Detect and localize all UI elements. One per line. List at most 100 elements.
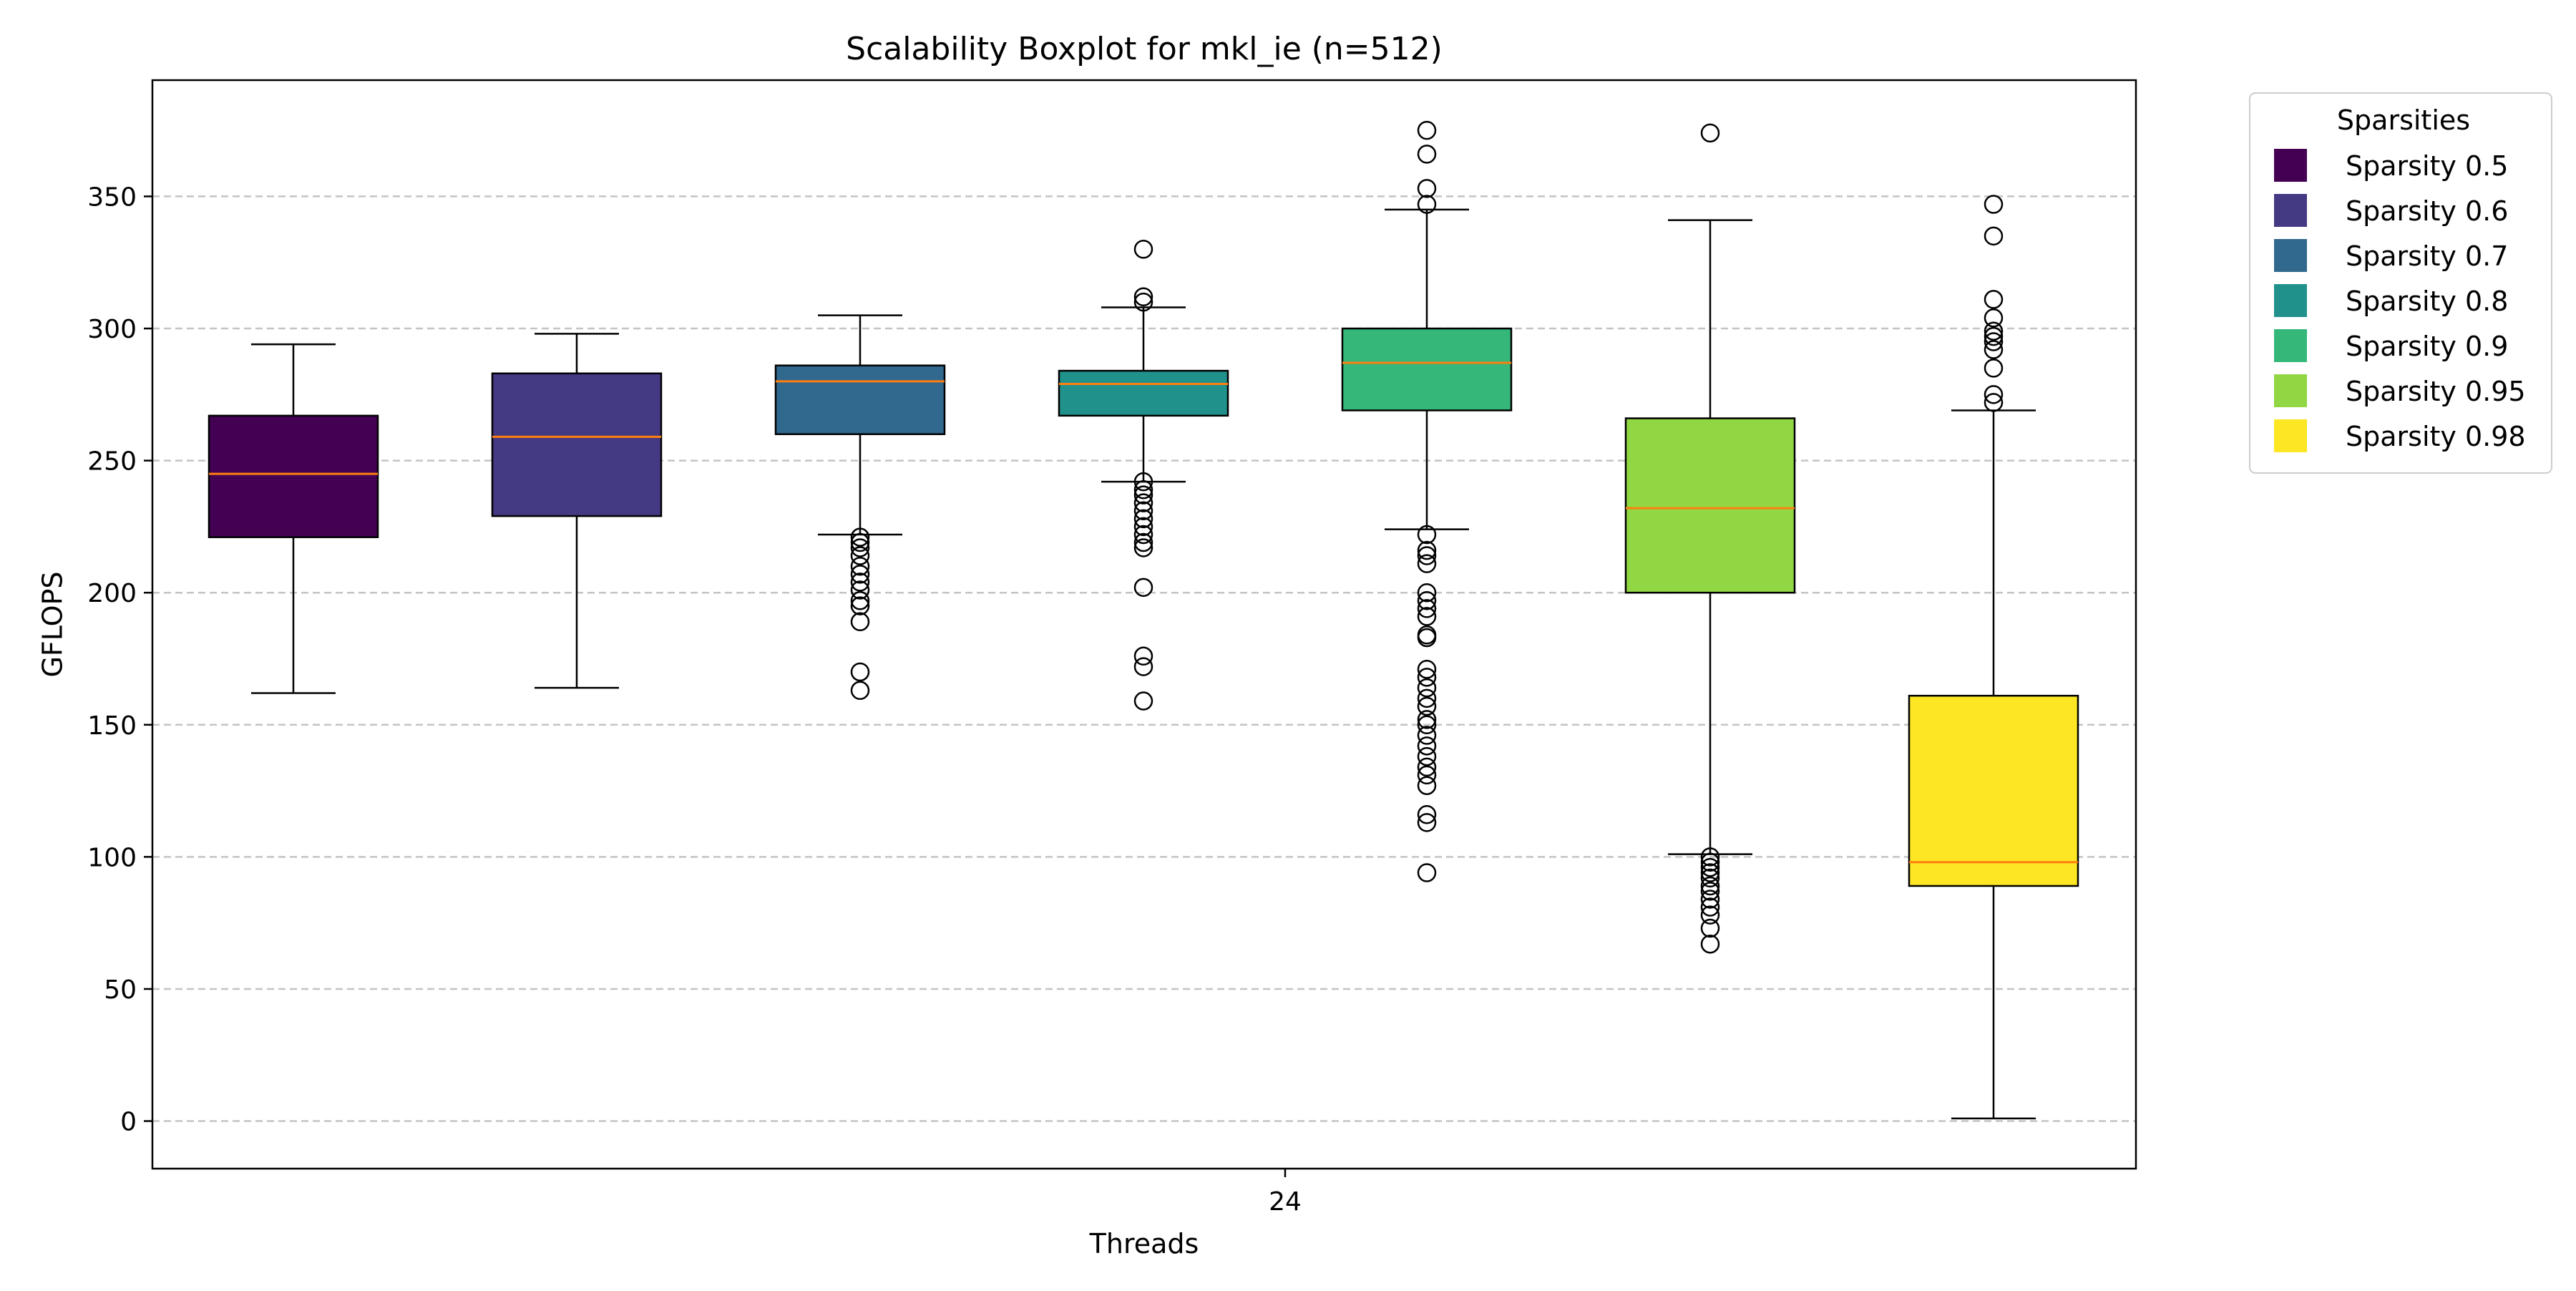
outlier-point [1417,599,1437,618]
outlier-point [1417,591,1437,610]
box-group [491,333,663,689]
outlier-point [1984,385,2004,404]
outlier-point [850,546,870,565]
outlier-point [1700,897,1720,917]
outlier-point [1417,540,1437,560]
x-tick-label: 24 [1269,1187,1302,1217]
y-tick-label: 300 [87,315,137,344]
legend-swatch [2274,419,2307,452]
legend-swatch [2274,329,2307,362]
outlier-point [850,565,870,584]
outlier-point [1417,696,1437,716]
legend-swatch [2274,374,2307,407]
box-iqr [491,372,663,517]
outlier-point [1984,308,2004,328]
outlier-point [1417,660,1437,679]
outlier-point [1417,583,1437,603]
outlier-point [1417,525,1437,545]
legend-items: Sparsity 0.5 Sparsity 0.6 Sparsity 0.7 Spar… [2274,149,2526,452]
outlier-point [1700,868,1720,888]
outlier-point [850,681,870,701]
outlier-point [850,538,870,557]
outlier-point [1417,746,1437,766]
outlier-point [1417,776,1437,795]
box-group [1908,195,2079,1120]
outlier-point [1417,710,1437,729]
outlier-point [850,596,870,615]
outlier-point [1417,120,1437,140]
outlier-point [850,557,870,576]
outlier-point [1700,890,1720,909]
outlier-point [850,573,870,592]
x-axis-label: Threads [1089,1228,1199,1260]
outlier-point [1133,472,1153,492]
outlier-point [1133,657,1153,676]
outlier-point [1417,607,1437,626]
y-tick-label: 200 [87,579,137,608]
y-tick-label: 50 [104,975,137,1005]
outlier-point [1700,857,1720,877]
outlier-point [850,532,870,552]
outlier-point [1417,765,1437,785]
box-iqr [1908,694,2079,887]
box-group [1341,120,1513,882]
outlier-point [1133,501,1153,521]
y-tick-label: 350 [87,182,137,212]
outlier-point [1700,852,1720,872]
outlier-point [1133,538,1153,557]
outlier-point [850,591,870,610]
outlier-point [1417,195,1437,214]
outlier-point [1700,876,1720,896]
y-tick-label: 150 [87,711,137,741]
box-group [1058,240,1229,711]
outlier-point [1417,546,1437,565]
outlier-point [1417,688,1437,708]
legend-swatch [2274,239,2307,272]
outlier-point [1417,668,1437,687]
outlier-point [1417,726,1437,745]
outlier-point [1133,240,1153,259]
outlier-point [850,662,870,682]
outlier-point [1700,847,1720,867]
outlier-point [1984,290,2004,309]
box-group [774,314,946,701]
plot-frame [151,79,2137,1170]
box-iqr [1058,369,1229,417]
box-layer [208,120,2079,1120]
outlier-point [1700,863,1720,882]
outlier-point [1133,479,1153,500]
box-iqr [1341,327,1513,411]
outlier-point [1133,517,1153,537]
tick-layer: 0 50 100 150 200 250 300 350 24 [87,182,1302,1217]
outlier-point [1984,359,2004,378]
legend-swatch [2274,284,2307,317]
y-tick-label: 250 [87,447,137,477]
legend-label: Sparsity 0.95 [2346,376,2526,407]
outlier-point [1984,332,2004,351]
box-iqr [1624,417,1796,594]
outlier-point [1133,691,1153,711]
outlier-point [1417,715,1437,735]
legend-swatch [2274,194,2307,227]
legend-label: Sparsity 0.98 [2346,421,2526,452]
legend-title: Sparsities [2337,104,2470,136]
legend-frame [2249,92,2552,474]
outlier-point [1133,525,1153,545]
y-tick-label: 100 [87,843,137,872]
outlier-point [1417,678,1437,698]
legend-label: Sparsity 0.8 [2346,286,2508,317]
box-group [208,343,379,694]
outlier-point [1133,578,1153,598]
outlier-point [1984,340,2004,359]
outlier-point [1700,918,1720,938]
outlier-point [1700,123,1720,143]
outlier-point [1700,905,1720,925]
outlier-point [1417,736,1437,756]
y-axis-label: GFLOPS [37,571,69,677]
outlier-point [1417,145,1437,164]
outlier-point [1984,393,2004,412]
box-iqr [774,364,946,435]
